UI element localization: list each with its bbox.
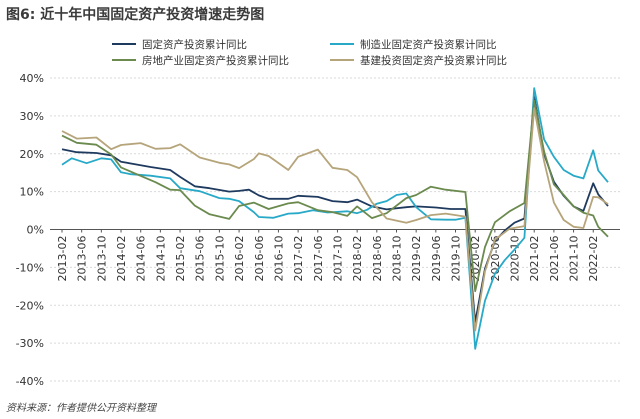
legend-label: 基建投资固定资产投资累计同比 — [360, 54, 507, 67]
series-line — [61, 87, 609, 350]
x-tick-label: 2017-06 — [312, 236, 325, 282]
legend-label: 制造业固定资产投资累计同比 — [360, 38, 497, 51]
x-tick-label: 2017-10 — [331, 236, 344, 282]
y-tick-label: 30% — [20, 110, 44, 123]
y-tick-label: 10% — [20, 186, 44, 199]
x-tick-label: 2021-02 — [528, 236, 541, 282]
x-tick-label: 2013-06 — [76, 236, 89, 282]
x-tick-label: 2016-02 — [233, 236, 246, 282]
x-tick-label: 2016-06 — [253, 236, 266, 282]
x-tick-label: 2018-06 — [371, 236, 384, 282]
x-tick-label: 2015-10 — [213, 235, 226, 281]
legend-label: 固定资产投资累计同比 — [142, 38, 247, 51]
x-tick-label: 2021-10 — [568, 236, 581, 282]
chart-title: 图6: 近十年中国固定资产投资增速走势图 — [6, 7, 265, 23]
source-note: 资料来源：作者提供公开资料整理 — [6, 403, 156, 414]
x-tick-label: 2018-10 — [390, 236, 403, 282]
x-tick-label: 2014-06 — [135, 236, 148, 282]
x-tick-label: 2016-10 — [272, 236, 285, 282]
y-tick-label: 40% — [20, 72, 44, 85]
x-tick-label: 2014-02 — [115, 236, 128, 282]
x-tick-label: 2014-10 — [154, 236, 167, 282]
y-tick-label: -30% — [16, 337, 44, 350]
series-line — [61, 107, 609, 332]
x-tick-label: 2019-06 — [430, 236, 443, 282]
x-tick-label: 2022-02 — [587, 236, 600, 282]
y-tick-label: -20% — [16, 299, 44, 312]
y-tick-label: -10% — [16, 261, 44, 274]
x-tick-label: 2021-06 — [548, 236, 561, 282]
x-tick-label: 2018-02 — [351, 236, 364, 282]
x-tick-label: 2015-02 — [174, 236, 187, 282]
x-tick-label: 2019-10 — [450, 236, 463, 282]
series-line — [61, 99, 609, 293]
y-tick-label: -40% — [16, 375, 44, 388]
legend-label: 房地产业固定资产投资累计同比 — [142, 54, 289, 67]
x-tick-label: 2013-02 — [56, 236, 69, 282]
y-tick-label: 0% — [27, 224, 44, 237]
x-tick-label: 2015-06 — [194, 236, 207, 282]
x-tick-label: 2019-02 — [410, 236, 423, 282]
y-tick-label: 20% — [20, 148, 44, 161]
x-tick-label: 2017-02 — [292, 236, 305, 282]
x-tick-label: 2013-10 — [95, 236, 108, 282]
x-tick-label: 2020-10 — [509, 236, 522, 282]
